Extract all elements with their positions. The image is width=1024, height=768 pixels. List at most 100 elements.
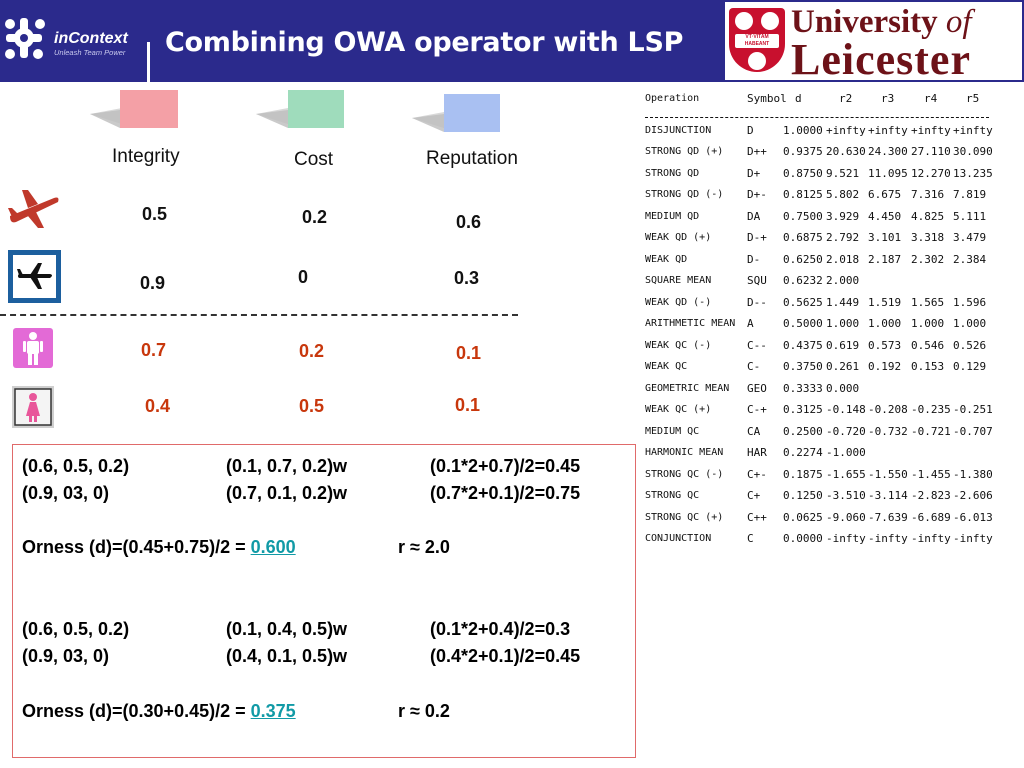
table-header-row: Operation Symbol d r2 r3 r4 r5 [643, 88, 1013, 110]
university-name-line1: University of [791, 4, 972, 40]
table-cell: -0.732 [868, 424, 908, 438]
header-separator [147, 42, 150, 84]
table-cell: A [747, 317, 754, 330]
calc-line-2a: (0.9, 03, 0) [22, 483, 110, 503]
table-cell: 0.5625 [783, 295, 823, 309]
table-row: WEAK QC C- 0.3750 0.261 0.192 0.153 0.129 [643, 356, 1013, 378]
orness-line-1: Orness (d)=(0.45+0.75)/2 = 0.600 [22, 537, 296, 557]
table-cell: -infty [953, 532, 993, 545]
value-r3-integrity: 0.7 [141, 340, 167, 360]
calc-line-4b: (0.4, 0.1, 0.5)w [226, 646, 348, 666]
table-cell: 4.825 [911, 209, 945, 223]
logo-tagline: Unleash Team Power [54, 48, 126, 57]
table-row: STRONG QD D+ 0.8750 9.521 11.095 12.270 13.235 [643, 163, 1013, 185]
table-cell: 0.526 [953, 338, 987, 352]
table-cell: 0.153 [911, 360, 945, 373]
table-cell: 7.819 [953, 188, 987, 201]
operator-table: Operation Symbol d r2 r3 r4 r5 DISJUNCTI… [643, 88, 1013, 550]
table-cell: 6.675 [868, 188, 902, 201]
table-cell: 0.2274 [783, 446, 823, 459]
criterion-reputation: Reputation [426, 148, 518, 169]
calc-line-3c: (0.1*2+0.4)/2=0.3 [430, 619, 571, 639]
table-cell: C+- [747, 467, 767, 481]
table-cell: SQUARE MEAN [645, 275, 712, 286]
table-cell: -3.510 [826, 489, 866, 502]
table-row: STRONG QD (-) D+- 0.8125 5.802 6.675 7.316 7.8… [643, 184, 1013, 206]
table-cell: -infty [868, 532, 908, 545]
table-cell: CONJUNCTION [645, 533, 712, 544]
table-cell: D-- [747, 295, 767, 309]
table-cell: STRONG QD (+) [645, 146, 724, 157]
table-cell: C-+ [747, 403, 767, 416]
table-row: WEAK QD D- 0.6250 2.018 2.187 2.302 2.384 [643, 249, 1013, 271]
header-bar: inContext Unleash Team Power Combining O… [0, 0, 1024, 84]
table-cell: 1.000 [868, 317, 902, 330]
table-cell: MEDIUM QC [645, 425, 700, 437]
orness-r-2: r ≈ 0.2 [398, 701, 450, 721]
table-cell: 7.316 [911, 188, 945, 201]
value-r1-cost: 0.2 [302, 207, 328, 227]
table-cell: -0.707 [953, 424, 993, 438]
table-header-cell: r3 [881, 92, 895, 105]
value-r4-reputation: 0.1 [455, 395, 481, 415]
table-cell: 0.3750 [783, 360, 823, 373]
table-row: WEAK QC (+) C-+ 0.3125 -0.148 -0.208 -0.235 -0… [643, 399, 1013, 421]
page-title: Combining OWA operator with LSP [165, 27, 684, 58]
table-cell: 0.1250 [783, 489, 823, 502]
table-row: MEDIUM QC CA 0.2500 -0.720 -0.732 -0.721 -0.70… [643, 421, 1013, 443]
table-cell: -3.114 [868, 489, 908, 502]
table-cell: 1.449 [826, 295, 860, 309]
table-cell: GEOMETRIC MEAN [645, 382, 730, 394]
value-r3-reputation: 0.1 [456, 343, 482, 363]
table-row: HARMONIC MEAN HAR 0.2274 -1.000 [643, 442, 1013, 464]
table-cell: D-+ [747, 231, 767, 244]
table-cell: WEAK QD (-) [645, 296, 712, 308]
table-cell: 0.261 [826, 360, 860, 373]
calc-line-1a: (0.6, 0.5, 0.2) [22, 456, 130, 476]
table-cell: 5.802 [826, 188, 860, 201]
university-name-line2: Leicester [791, 35, 971, 84]
table-cell: 5.111 [953, 209, 987, 223]
table-cell: 0.3125 [783, 403, 823, 416]
table-cell: 0.8750 [783, 166, 823, 180]
table-cell: -0.148 [826, 403, 866, 416]
calc-line-3a: (0.6, 0.5, 0.2) [22, 619, 130, 639]
table-cell: 1.000 [826, 317, 860, 330]
table-cell: 1.519 [868, 295, 902, 309]
table-cell: D- [747, 252, 761, 266]
table-cell: CA [747, 424, 761, 438]
table-cell: -1.550 [868, 467, 908, 481]
table-cell: 0.0000 [783, 532, 823, 545]
university-logo: VT·VITAM HABEANT University of Leicester [725, 2, 1022, 84]
table-cell: 2.018 [826, 252, 860, 266]
table-row: STRONG QC (+) C++ 0.0625 -9.060 -7.639 -6.689… [643, 507, 1013, 529]
table-row: GEOMETRIC MEAN GEO 0.3333 0.000 [643, 378, 1013, 400]
table-cell: HAR [747, 446, 767, 459]
table-cell: -0.208 [868, 403, 908, 416]
calc-line-4c: (0.4*2+0.1)/2=0.45 [430, 646, 581, 666]
table-cell: WEAK QD (+) [645, 232, 712, 243]
table-cell: WEAK QD [645, 253, 688, 265]
table-row: SQUARE MEAN SQU 0.6232 2.000 [643, 270, 1013, 292]
orness-value-2: 0.375 [250, 701, 296, 721]
value-r2-cost: 0 [298, 267, 309, 287]
table-row: ARITHMETIC MEAN A 0.5000 1.000 1.000 1.000 1.0… [643, 313, 1013, 335]
table-cell: 0.1875 [783, 467, 823, 481]
table-cell: 0.546 [911, 338, 945, 352]
table-cell: 4.450 [868, 209, 902, 223]
table-header-cell: r2 [839, 92, 853, 105]
table-cell: C [747, 532, 754, 545]
table-cell: 3.318 [911, 231, 945, 244]
table-cell: -0.235 [911, 403, 951, 416]
table-cell: HARMONIC MEAN [645, 447, 724, 458]
table-cell: 2.792 [826, 231, 860, 244]
table-cell: -0.251 [953, 403, 993, 416]
table-cell: 27.110 [911, 145, 951, 158]
table-cell: 1.000 [911, 317, 945, 330]
table-cell: +infty [953, 123, 993, 137]
table-row: STRONG QC C+ 0.1250 -3.510 -3.114 -2.823 -2.60… [643, 485, 1013, 507]
table-cell: DA [747, 209, 761, 223]
table-cell: 20.630 [826, 145, 866, 158]
table-row: WEAK QD (+) D-+ 0.6875 2.792 3.101 3.318 3.479 [643, 227, 1013, 249]
orness-line-2: Orness (d)=(0.30+0.45)/2 = 0.375 [22, 701, 296, 721]
